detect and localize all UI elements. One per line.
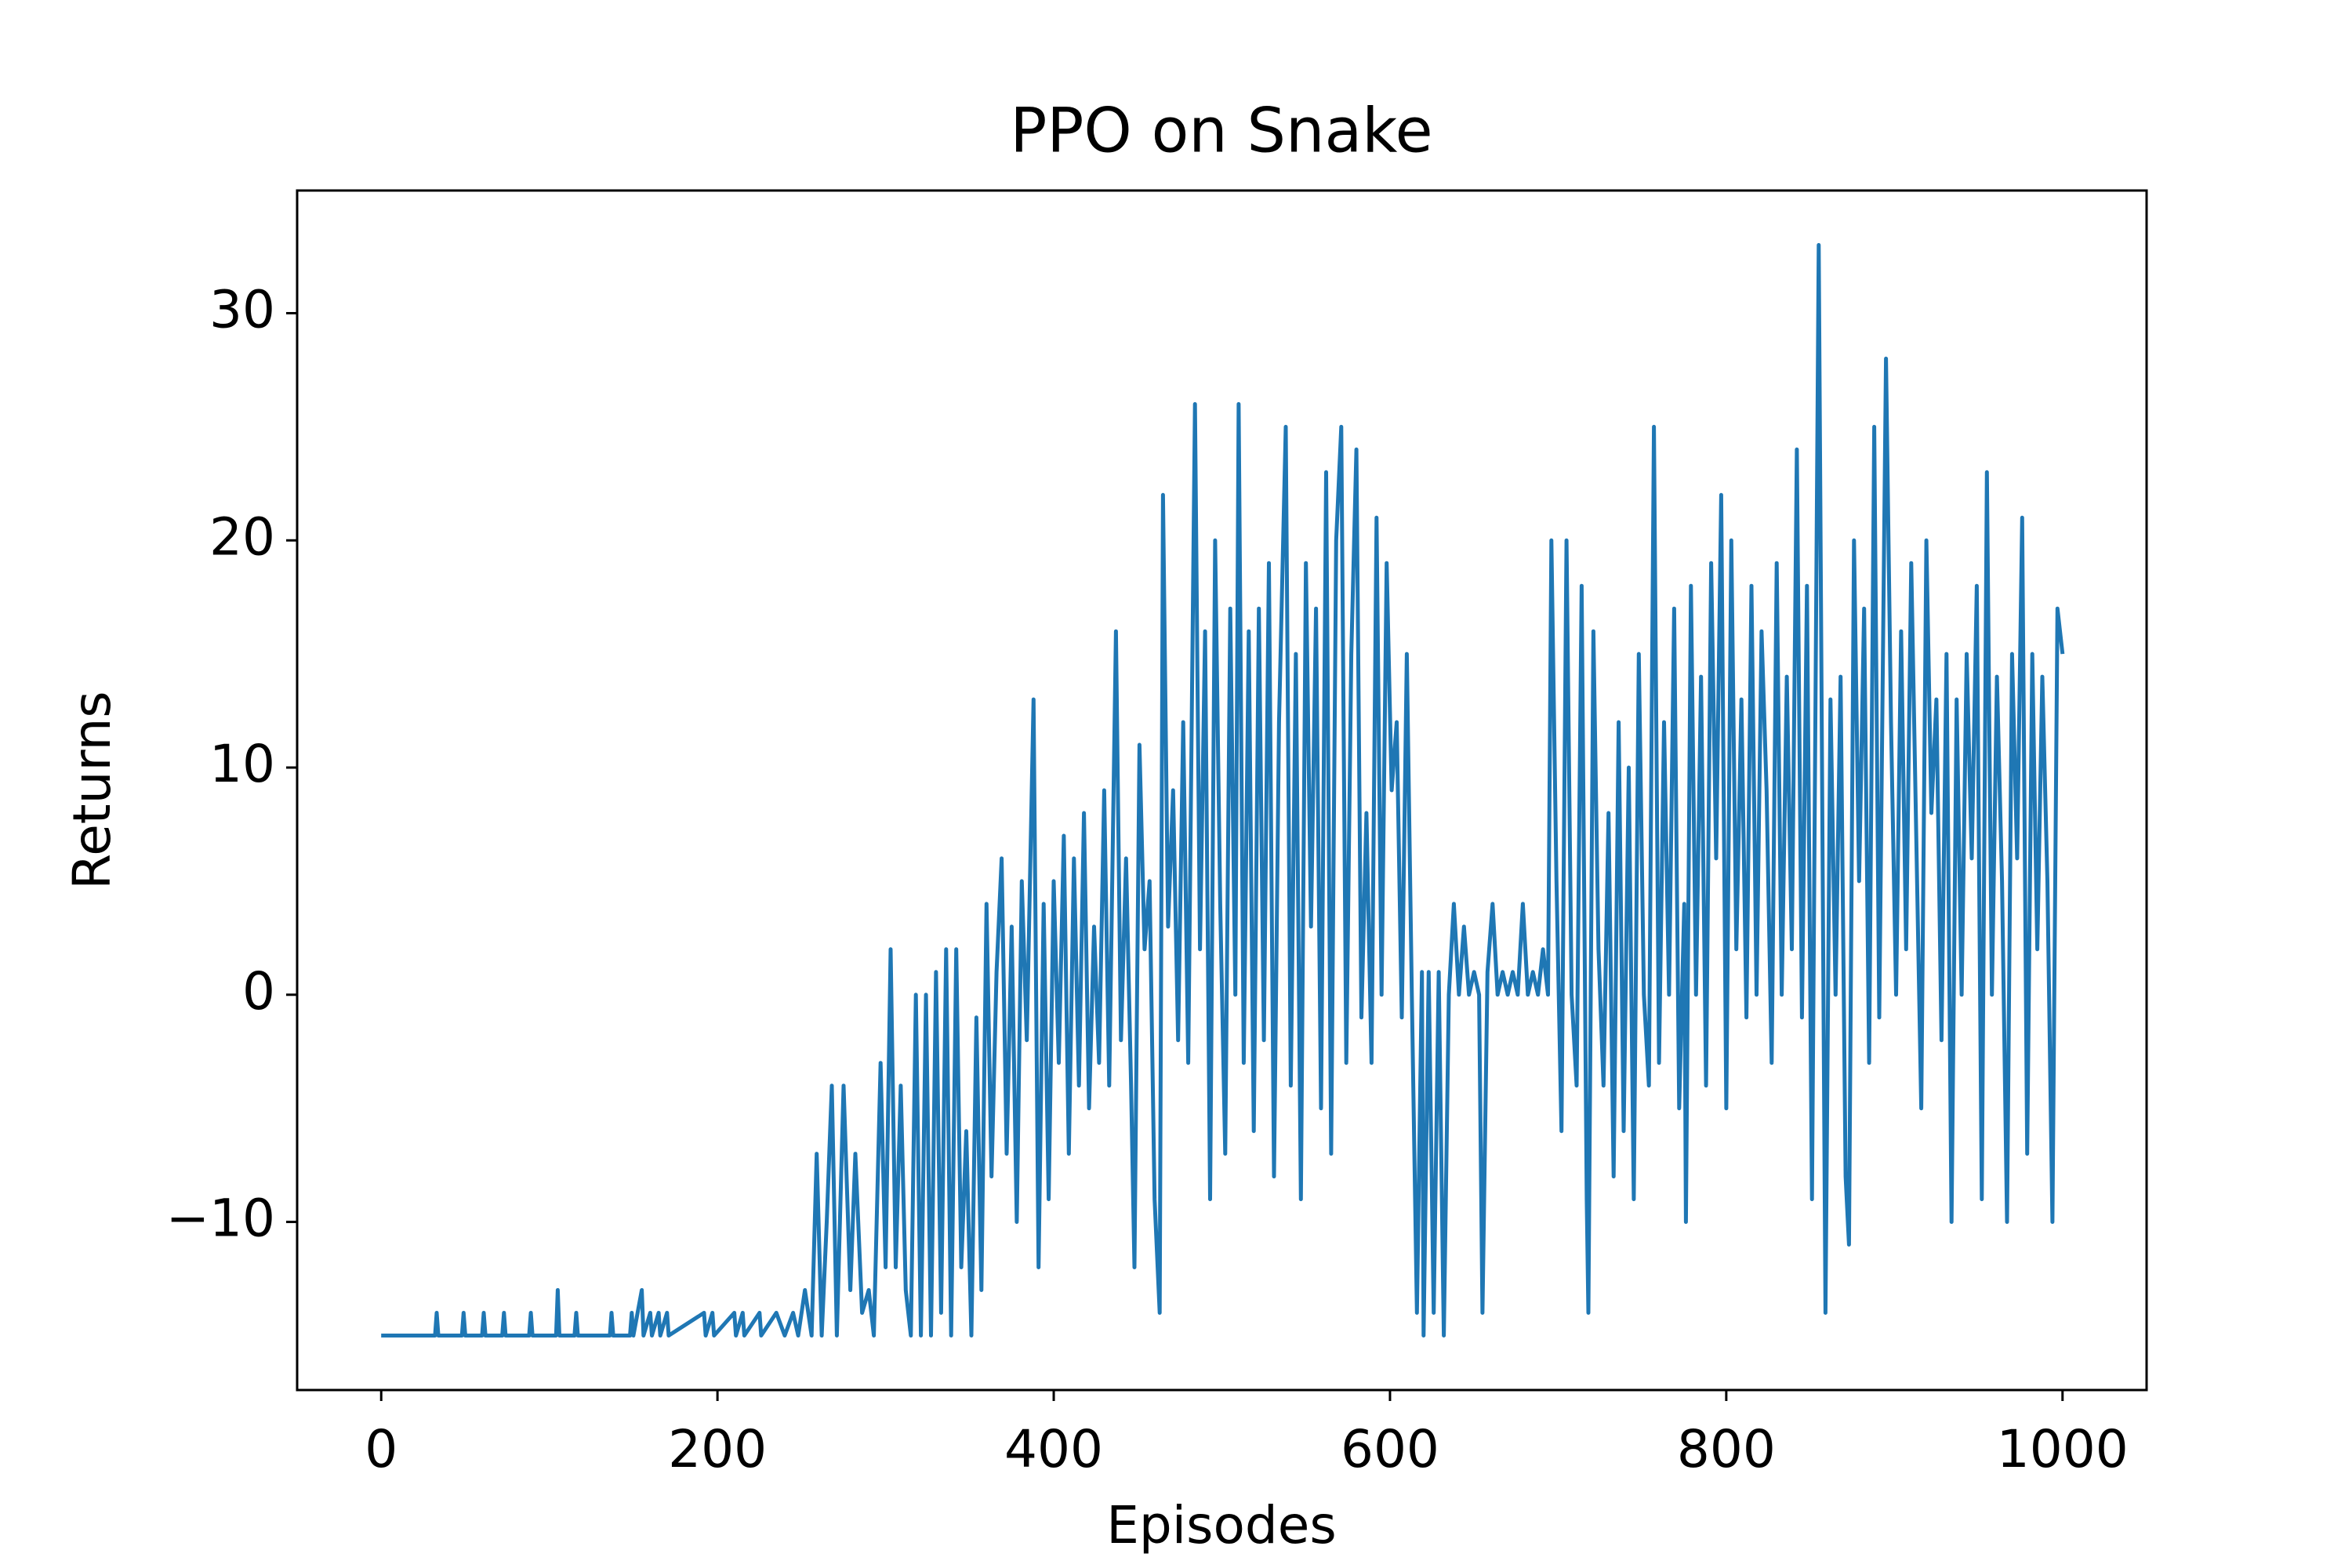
- line-series: [381, 243, 2065, 1338]
- x-tick-label: 0: [365, 1419, 397, 1479]
- x-tick-label: 200: [668, 1419, 767, 1479]
- plot-frame: [296, 189, 2148, 1392]
- x-axis-label: Episodes: [1106, 1495, 1337, 1555]
- y-tick-label: 20: [209, 506, 275, 567]
- x-tick-label: 1000: [1997, 1419, 2129, 1479]
- y-axis-label: Returns: [62, 691, 122, 889]
- x-tick-label: 600: [1341, 1419, 1439, 1479]
- y-tick-label: 0: [242, 961, 275, 1022]
- chart-title: PPO on Snake: [1010, 96, 1432, 166]
- y-tick-label: −10: [166, 1189, 275, 1249]
- y-tick-label: 30: [209, 280, 275, 340]
- x-tick-label: 800: [1677, 1419, 1776, 1479]
- y-tick-label: 10: [209, 734, 275, 794]
- x-tick-label: 400: [1004, 1419, 1103, 1479]
